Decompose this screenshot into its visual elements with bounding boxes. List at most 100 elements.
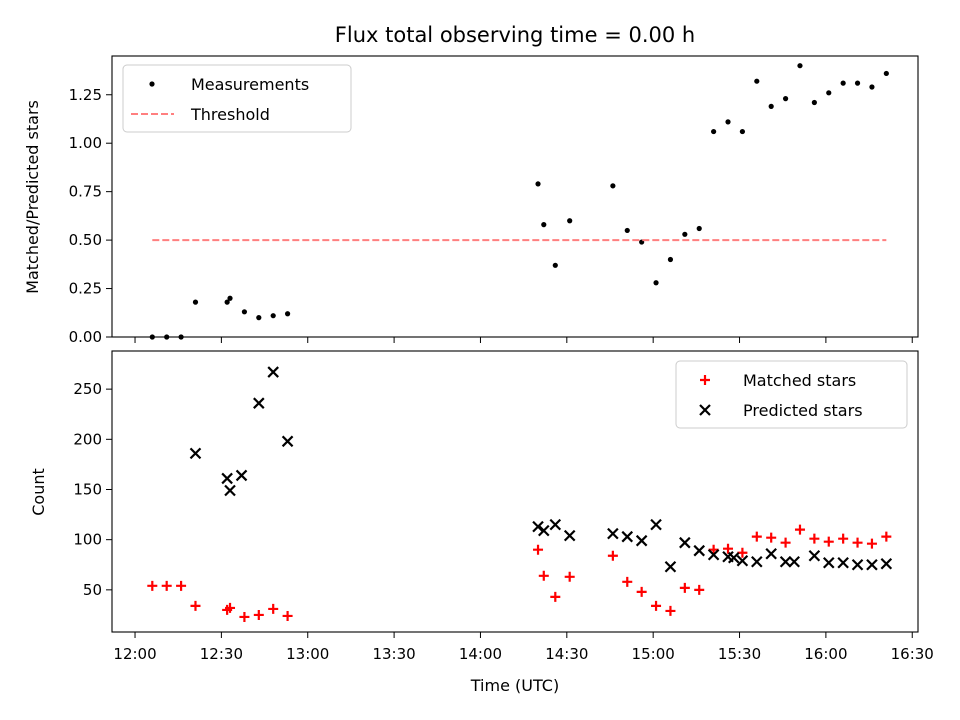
- measurement-point: [869, 84, 875, 90]
- count-axes: 50 100 150 200 250 12:00 12:30 13:00 13:30 14:00 1…: [73, 350, 934, 663]
- predicted-point: [650, 518, 662, 531]
- matched-point: [282, 610, 293, 621]
- legend-label: Predicted stars: [743, 401, 863, 420]
- matched-point: [253, 609, 264, 620]
- measurement-point: [725, 119, 731, 125]
- measurement-point: [624, 227, 630, 234]
- legend-box: [675, 360, 908, 429]
- x-tick-label: 15:00: [632, 645, 675, 663]
- y-tick-label: 0.75: [69, 183, 102, 201]
- measurement-point: [754, 78, 760, 84]
- predicted-point: [707, 548, 720, 561]
- matched-point: [881, 531, 892, 542]
- predicted-point: [189, 447, 202, 460]
- predicted-point: [538, 524, 550, 537]
- predicted-point: [563, 529, 576, 542]
- measurement-point: [682, 231, 688, 237]
- predicted-point: [765, 547, 777, 560]
- predicted-point: [221, 472, 233, 485]
- matched-point: [751, 531, 762, 542]
- measurement-point: [797, 63, 803, 69]
- matched-point: [225, 602, 236, 613]
- predicted-point: [822, 556, 835, 569]
- x-tick-label: 12:00: [113, 645, 156, 663]
- measurement-point: [768, 103, 774, 109]
- predicted-point: [235, 469, 248, 482]
- legend-dot-marker: [149, 81, 155, 87]
- measurement-point: [227, 295, 233, 301]
- predicted-point: [851, 558, 864, 571]
- matched-point: [533, 544, 544, 555]
- predicted-point: [607, 527, 619, 540]
- y-tick-label: 50: [83, 581, 102, 599]
- predicted-point: [779, 555, 792, 568]
- legend-label: Threshold: [190, 105, 270, 124]
- legend-label: Measurements: [191, 75, 309, 94]
- series-matched-stars: [147, 524, 892, 622]
- matched-point: [636, 586, 647, 597]
- bottom-xlabel: Time (UTC): [470, 676, 559, 695]
- matched-point: [239, 611, 250, 622]
- matched-point: [622, 576, 633, 587]
- predicted-point: [532, 520, 544, 533]
- y-tick-label: 100: [73, 531, 102, 549]
- matched-point: [794, 524, 805, 535]
- matched-point: [268, 603, 279, 614]
- measurement-point: [667, 256, 674, 263]
- predicted-point: [635, 534, 648, 547]
- x-tick-label: 12:30: [200, 645, 243, 663]
- matched-point: [538, 570, 549, 581]
- predicted-point: [866, 558, 878, 571]
- series-measurements: [149, 63, 889, 340]
- measurement-point: [883, 70, 889, 77]
- predicted-point: [751, 555, 763, 568]
- predicted-point: [664, 560, 677, 573]
- x-tick-label: 13:30: [372, 645, 415, 663]
- y-tick-label: 150: [73, 480, 102, 498]
- matched-point: [679, 582, 690, 593]
- matched-point: [550, 591, 561, 602]
- matched-point: [665, 605, 676, 616]
- matched-point: [607, 550, 618, 561]
- measurement-point: [241, 309, 248, 315]
- axes-frame: [111, 350, 919, 633]
- measurement-point: [192, 299, 199, 305]
- matched-point: [723, 543, 734, 554]
- predicted-point: [679, 536, 691, 549]
- matched-point: [190, 600, 201, 611]
- predicted-point: [693, 544, 706, 557]
- top-ylabel: Matched/Predicted stars: [23, 100, 42, 294]
- measurement-point: [826, 90, 832, 96]
- legend: Measurements Threshold: [122, 64, 352, 133]
- x-tick-label: 16:30: [891, 645, 934, 663]
- x-tick-label: 14:30: [545, 645, 588, 663]
- matched-point: [866, 538, 877, 549]
- measurement-point: [552, 262, 558, 268]
- legend-x-marker: [699, 404, 711, 416]
- chart-title: Flux total observing time = 0.00 h: [335, 23, 695, 47]
- legend: Matched stars Predicted stars: [675, 360, 908, 429]
- measurement-point: [224, 299, 230, 305]
- matched-point: [780, 537, 791, 548]
- matched-point: [708, 544, 719, 555]
- y-tick-label: 1.00: [69, 134, 102, 152]
- predicted-point: [281, 435, 294, 448]
- series-predicted-stars: [189, 366, 893, 573]
- predicted-point: [808, 549, 821, 562]
- predicted-point: [880, 557, 893, 570]
- measurement-point: [854, 80, 861, 86]
- matched-point: [176, 580, 187, 591]
- matched-point: [651, 600, 662, 611]
- matched-point: [161, 580, 172, 591]
- legend-label: Matched stars: [743, 371, 856, 390]
- y-tick-label: 250: [73, 380, 102, 398]
- measurement-point: [840, 80, 846, 86]
- x-tick-label: 15:30: [718, 645, 761, 663]
- measurement-point: [711, 128, 717, 135]
- y-tick-label: 0.50: [69, 231, 102, 249]
- x-tick-label: 13:00: [286, 645, 329, 663]
- predicted-point: [267, 366, 279, 378]
- legend-box: [122, 64, 352, 133]
- measurement-point: [739, 128, 746, 135]
